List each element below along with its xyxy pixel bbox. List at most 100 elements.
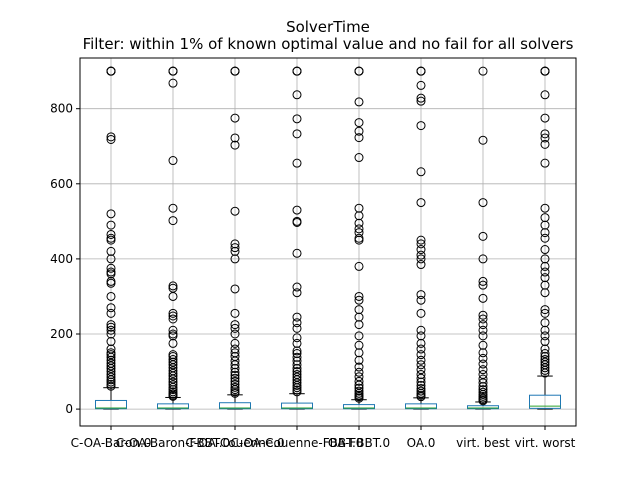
outlier-point bbox=[106, 375, 116, 385]
outlier-point bbox=[168, 391, 178, 401]
outlier-point bbox=[168, 156, 178, 166]
outlier-point bbox=[540, 363, 550, 373]
outlier-point bbox=[168, 203, 178, 213]
outlier-point bbox=[292, 387, 302, 397]
outlier-point bbox=[416, 167, 426, 177]
outlier-point bbox=[106, 381, 116, 391]
outlier-point bbox=[540, 365, 550, 375]
outlier-point bbox=[230, 308, 240, 318]
outlier-point bbox=[106, 303, 116, 313]
outlier-point bbox=[478, 359, 488, 369]
outlier-point bbox=[540, 288, 550, 298]
outlier-point bbox=[230, 323, 240, 333]
outlier-point bbox=[416, 121, 426, 131]
outlier-point bbox=[230, 66, 240, 76]
outlier-point bbox=[168, 291, 178, 301]
outlier-point bbox=[106, 320, 116, 330]
outlier-point bbox=[106, 278, 116, 288]
box-plots bbox=[95, 66, 561, 410]
outlier-point bbox=[106, 209, 116, 219]
outlier-point bbox=[106, 132, 116, 142]
outlier-point bbox=[106, 350, 116, 360]
outlier-point bbox=[230, 320, 240, 330]
outlier-point bbox=[168, 360, 178, 370]
outlier-point bbox=[416, 235, 426, 245]
outlier-point bbox=[230, 388, 240, 398]
outlier-point bbox=[106, 220, 116, 230]
outlier-point bbox=[168, 66, 178, 76]
outlier-point bbox=[478, 293, 488, 303]
outlier-point bbox=[230, 367, 240, 377]
outlier-point bbox=[354, 97, 364, 107]
outlier-point bbox=[478, 325, 488, 335]
x-tick-label: OA.0 bbox=[407, 436, 436, 450]
outlier-point bbox=[416, 290, 426, 300]
outlier-point bbox=[416, 260, 426, 270]
outlier-point bbox=[478, 365, 488, 375]
outlier-point bbox=[292, 129, 302, 139]
box bbox=[157, 403, 189, 410]
outlier-point bbox=[416, 338, 426, 348]
outlier-point bbox=[540, 305, 550, 315]
outlier-point bbox=[354, 376, 364, 386]
outlier-point bbox=[168, 368, 178, 378]
outlier-point bbox=[354, 261, 364, 271]
outlier-point bbox=[354, 235, 364, 245]
outlier-point bbox=[540, 129, 550, 139]
outlier-point bbox=[106, 235, 116, 245]
outlier-point bbox=[540, 245, 550, 255]
outlier-point bbox=[416, 325, 426, 335]
outlier-point bbox=[230, 364, 240, 374]
outlier-point bbox=[540, 228, 550, 238]
outlier-point bbox=[478, 385, 488, 395]
outlier-point bbox=[230, 284, 240, 294]
box bbox=[467, 405, 499, 410]
outlier-point bbox=[416, 392, 426, 402]
outlier-point bbox=[540, 331, 550, 341]
outlier-point bbox=[416, 96, 426, 106]
outlier-point bbox=[292, 346, 302, 356]
outlier-point bbox=[416, 254, 426, 264]
outlier-point bbox=[478, 135, 488, 145]
outlier-point bbox=[540, 203, 550, 213]
outlier-point bbox=[292, 248, 302, 258]
outlier-point bbox=[292, 318, 302, 328]
outlier-point bbox=[478, 396, 488, 406]
outlier-point bbox=[292, 312, 302, 322]
outlier-point bbox=[478, 320, 488, 330]
outlier-point bbox=[230, 385, 240, 395]
outlier-point bbox=[230, 140, 240, 150]
outlier-point bbox=[416, 80, 426, 90]
plot-area-frame bbox=[79, 57, 577, 427]
outlier-point bbox=[478, 353, 488, 363]
outlier-point bbox=[416, 198, 426, 208]
outlier-point bbox=[168, 338, 178, 348]
outlier-point bbox=[354, 331, 364, 341]
box bbox=[95, 399, 127, 410]
outlier-point bbox=[230, 370, 240, 380]
outlier-point bbox=[106, 229, 116, 239]
outlier-point bbox=[292, 114, 302, 124]
box bbox=[405, 403, 437, 410]
outlier-point bbox=[230, 382, 240, 392]
outlier-point bbox=[354, 355, 364, 365]
outlier-point bbox=[230, 113, 240, 123]
x-tick-label: C-OA-Couenne.0 bbox=[185, 436, 284, 450]
outlier-point bbox=[354, 383, 364, 393]
outlier-point bbox=[354, 66, 364, 76]
outlier-point bbox=[106, 308, 116, 318]
outlier-point bbox=[106, 66, 116, 76]
box bbox=[219, 402, 251, 410]
outlier-point bbox=[106, 291, 116, 301]
outlier-point bbox=[354, 386, 364, 396]
outlier-point bbox=[230, 373, 240, 383]
outlier-point bbox=[354, 393, 364, 403]
axis-ticks: 0 200 400 600 800 C-OA-Baron.0C-OA-Baron-FBBT… bbox=[50, 102, 576, 450]
y-tick-label: 0 bbox=[65, 402, 73, 416]
outlier-point bbox=[478, 331, 488, 341]
outlier-point bbox=[168, 281, 178, 291]
outlier-point bbox=[106, 352, 116, 362]
outlier-point bbox=[540, 261, 550, 271]
x-tick-label: virt. worst bbox=[515, 436, 576, 450]
outlier-point bbox=[168, 385, 178, 395]
